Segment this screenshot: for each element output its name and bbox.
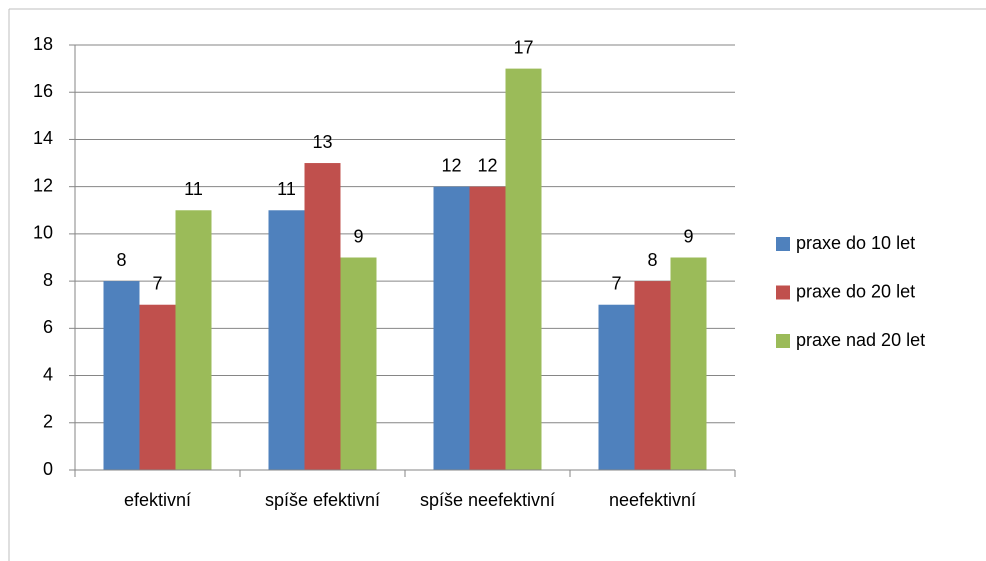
data-label: 13	[312, 132, 332, 152]
y-tick-label: 18	[33, 34, 53, 54]
data-label: 9	[683, 226, 693, 246]
bar	[304, 163, 341, 471]
x-tick-label: spíše efektivní	[264, 490, 381, 510]
data-label: 7	[611, 273, 621, 293]
data-label: 9	[353, 226, 363, 246]
bar	[469, 186, 506, 470]
data-label: 8	[647, 250, 657, 270]
y-tick-label: 10	[33, 223, 53, 243]
y-tick-label: 2	[43, 412, 53, 432]
data-label: 17	[513, 37, 533, 57]
y-tick-label: 16	[33, 81, 53, 101]
legend-swatch	[776, 237, 790, 251]
bar	[139, 304, 176, 470]
bar	[634, 281, 671, 470]
legend-label: praxe do 20 let	[796, 281, 915, 301]
data-label: 11	[184, 179, 203, 199]
bar	[505, 68, 542, 470]
y-tick-label: 8	[43, 270, 53, 290]
x-tick-label: efektivní	[123, 490, 192, 510]
data-label: 8	[116, 250, 126, 270]
bar	[103, 281, 140, 470]
y-tick-label: 6	[43, 317, 53, 337]
legend-swatch	[776, 285, 790, 300]
x-tick-label: neefektivní	[608, 490, 697, 510]
legend-label: praxe nad 20 let	[796, 330, 925, 350]
x-tick-label: spíše neefektivní	[419, 490, 556, 510]
legend-label: praxe do 10 let	[796, 233, 915, 253]
y-tick-label: 14	[33, 128, 53, 148]
y-tick-label: 0	[43, 459, 53, 479]
data-label: 11	[277, 179, 296, 199]
bar	[670, 257, 707, 470]
bar	[175, 210, 212, 470]
data-label: 7	[152, 273, 162, 293]
bar	[340, 257, 377, 470]
bar	[268, 210, 305, 470]
y-tick-label: 4	[43, 364, 53, 384]
bar	[433, 186, 470, 470]
bar	[598, 304, 635, 470]
data-label: 12	[441, 155, 461, 175]
data-label: 12	[477, 155, 497, 175]
y-tick-label: 12	[33, 175, 53, 195]
legend-swatch	[776, 334, 790, 348]
